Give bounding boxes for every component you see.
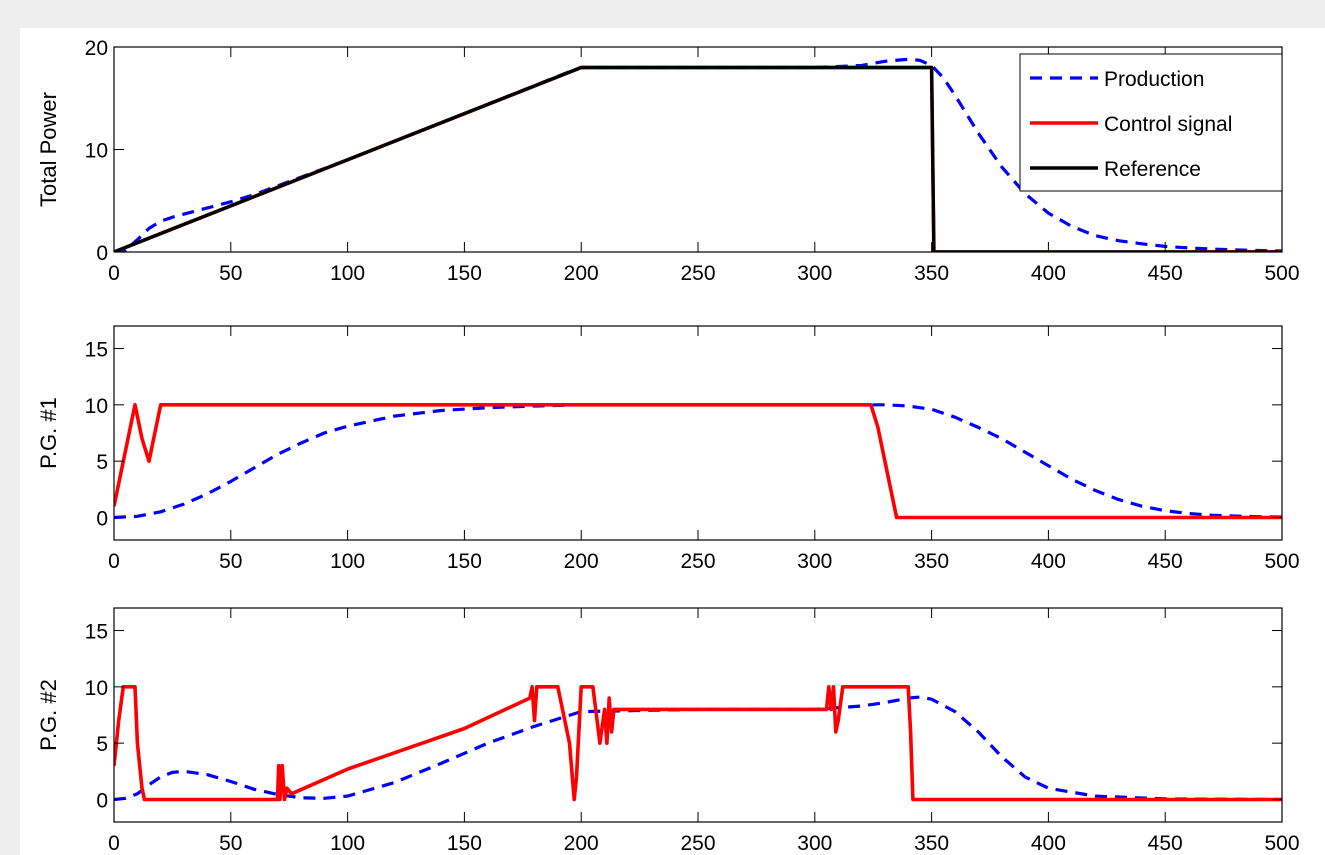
- x-tick-label: 100: [330, 550, 365, 573]
- x-tick-label: 0: [108, 550, 120, 573]
- x-tick-label: 300: [797, 832, 832, 855]
- y-tick-label: 0: [96, 242, 108, 265]
- y-tick-label: 10: [85, 677, 108, 700]
- x-tick-label: 500: [1264, 262, 1299, 285]
- x-tick-label: 250: [680, 550, 715, 573]
- y-tick-label: 5: [96, 733, 108, 756]
- y-tick-label: 15: [85, 339, 108, 362]
- legend: Production Control signal Reference: [1019, 53, 1283, 192]
- y-axis-label: P.G. #2: [36, 679, 61, 751]
- x-tick-label: 350: [914, 262, 949, 285]
- figure-canvas: 0 50 100 150 200 250 300 350 400 450 50001020Total…: [36, 37, 1300, 855]
- series-line-control-signal: [114, 402, 1282, 520]
- legend-label: Reference: [1104, 158, 1201, 181]
- legend-label: Control signal: [1104, 113, 1232, 136]
- x-tick-label: 450: [1148, 550, 1183, 573]
- series-line-control-signal: [114, 684, 1282, 802]
- x-tick-label: 100: [330, 262, 365, 285]
- x-tick-label: 500: [1264, 832, 1299, 855]
- series-line-production: [114, 57, 1282, 252]
- y-tick-label: 0: [96, 789, 108, 812]
- x-tick-label: 250: [680, 832, 715, 855]
- y-axis-label: Total Power: [36, 92, 61, 207]
- subplot-2: 0 50 100 150 200 250 300 350 400 450 500 0 5 10 15 P.G.…: [36, 325, 1300, 573]
- y-tick-label: 0: [96, 507, 108, 530]
- legend-label: Production: [1104, 68, 1204, 91]
- y-tick-label: 10: [85, 395, 108, 418]
- series-line-production: [114, 695, 1282, 802]
- y-tick-label: 15: [85, 621, 108, 644]
- x-tick-label: 100: [330, 832, 365, 855]
- x-tick-label: 400: [1031, 832, 1066, 855]
- x-tick-label: 450: [1148, 832, 1183, 855]
- series-line-production: [114, 403, 1282, 520]
- subplot-1: 0 50 100 150 200 250 300 350 400 450 500 0 10 20 Total…: [36, 37, 1300, 285]
- x-tick-label: 250: [680, 262, 715, 285]
- subplot-3: 0 50 100 150 200 250 300 350 400 450 500 0 5 10 15 P.G.…: [36, 607, 1300, 855]
- x-tick-label: 300: [797, 550, 832, 573]
- x-tick-label: 0: [108, 262, 120, 285]
- axes-frame: [113, 325, 1283, 541]
- y-tick-label: 5: [96, 451, 108, 474]
- x-tick-label: 400: [1031, 550, 1066, 573]
- y-tick-label: 10: [85, 140, 108, 163]
- series-line-reference: [114, 65, 1282, 252]
- figure-panel: 0 50 100 150 200 250 300 350 400 450 500 0 10 20 Total…: [20, 28, 1325, 855]
- x-tick-label: 400: [1031, 262, 1066, 285]
- x-tick-label: 300: [797, 262, 832, 285]
- x-tick-label: 50: [219, 550, 242, 573]
- x-tick-label: 200: [564, 832, 599, 855]
- x-tick-label: 500: [1264, 550, 1299, 573]
- y-axis-label: P.G. #1: [36, 397, 61, 469]
- x-tick-label: 200: [564, 550, 599, 573]
- x-tick-label: 150: [447, 262, 482, 285]
- x-tick-label: 200: [564, 262, 599, 285]
- x-tick-label: 350: [914, 832, 949, 855]
- x-tick-label: 50: [219, 262, 242, 285]
- x-tick-label: 150: [447, 832, 482, 855]
- x-tick-label: 150: [447, 550, 482, 573]
- x-tick-label: 450: [1148, 262, 1183, 285]
- x-tick-label: 0: [108, 832, 120, 855]
- y-tick-label: 20: [85, 37, 108, 60]
- x-tick-label: 350: [914, 550, 949, 573]
- x-tick-label: 50: [219, 832, 242, 855]
